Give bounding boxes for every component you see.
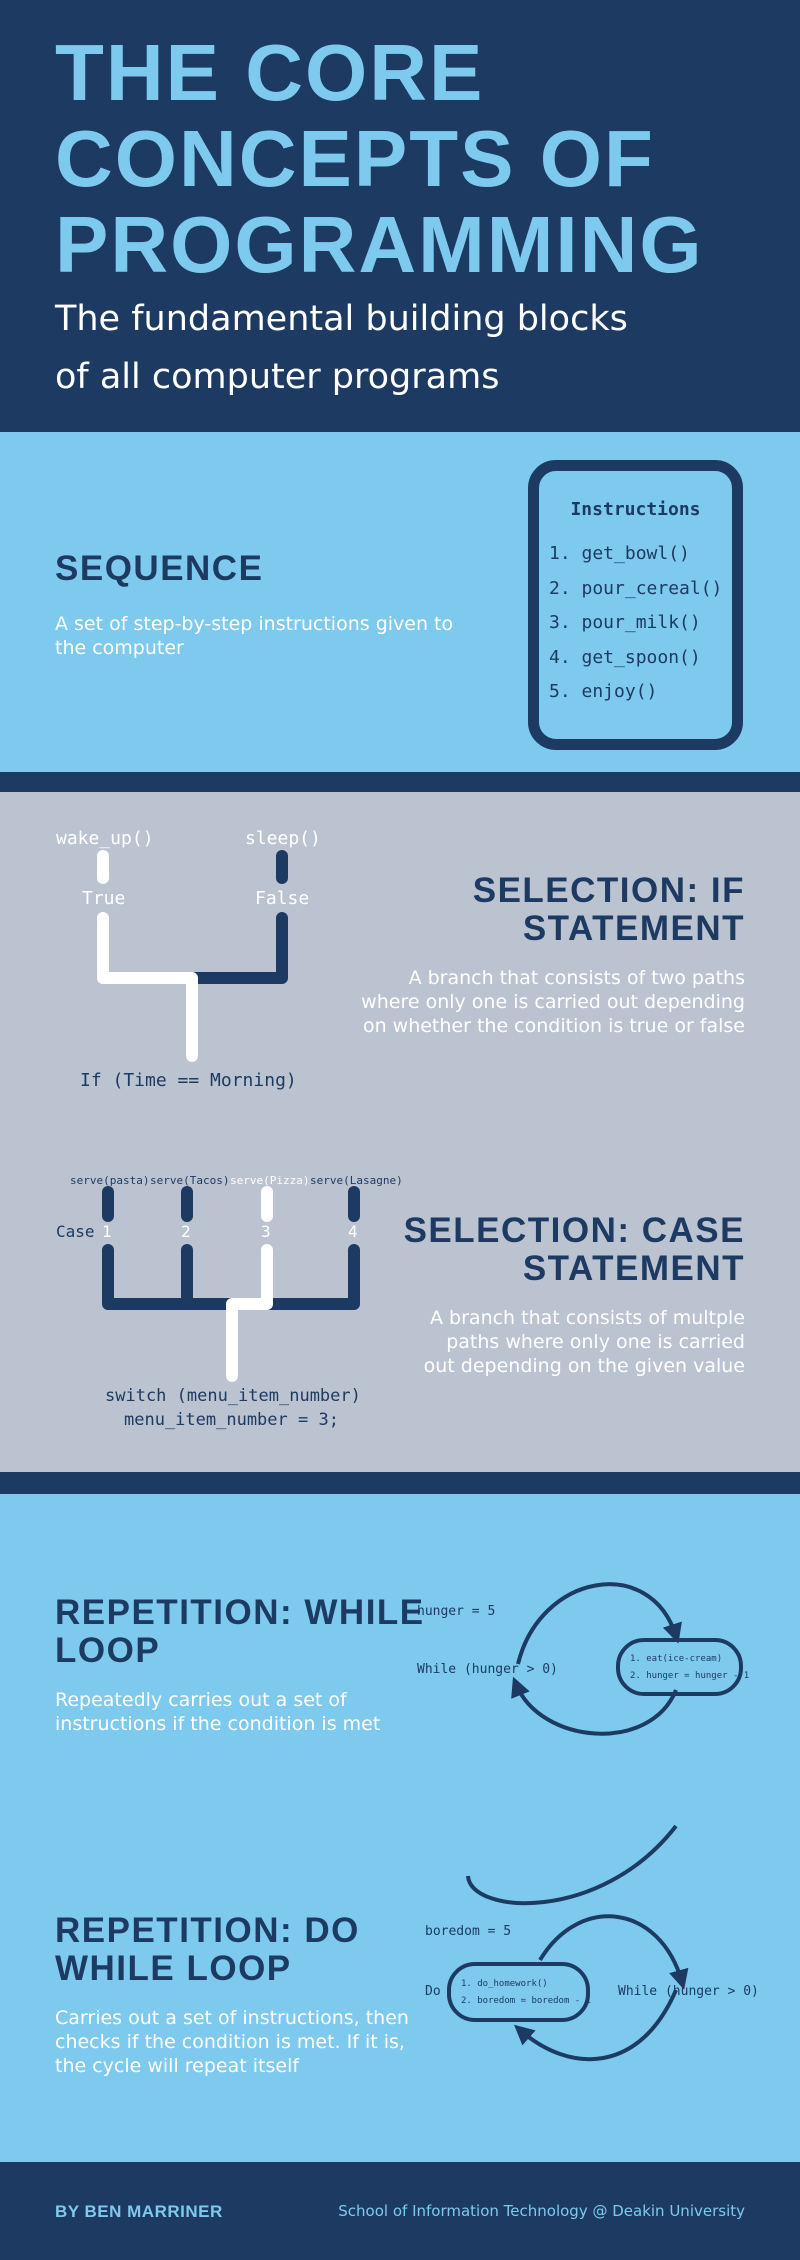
if-condition-label: If (Time == Morning) bbox=[80, 1070, 297, 1091]
dowhile-arrow-bottom bbox=[513, 1989, 678, 2062]
subtitle-line: The fundamental building blocks bbox=[55, 299, 628, 339]
main-title: THE CORE CONCEPTS OF PROGRAMMING bbox=[55, 30, 775, 288]
do-while-body-pill: 1. do_homework() 2. boredom = boredom - … bbox=[447, 1962, 592, 2022]
while-body-pill: 1. eat(ice-cream) 2. hunger = hunger - 1 bbox=[616, 1638, 749, 1696]
sequence-title: SEQUENCE bbox=[55, 549, 264, 588]
case-action-label: serve(Tacos) bbox=[150, 1174, 230, 1187]
pill-line: 2. boredom = boredom - 1 bbox=[461, 1996, 592, 2006]
instruction-item: 3. pour_milk() bbox=[549, 612, 701, 633]
instruction-item: 4. get_spoon() bbox=[549, 646, 701, 668]
while-loop-description: Repeatedly carries out a set of instruct… bbox=[55, 1689, 381, 1735]
case-action-label-selected: serve(Pizza) bbox=[230, 1174, 310, 1187]
true-label: True bbox=[82, 888, 126, 909]
false-label: False bbox=[255, 888, 310, 909]
false-action-label: sleep() bbox=[245, 828, 321, 849]
dowhile-arrow-top bbox=[538, 1914, 689, 1990]
case-number-selected: 3 bbox=[261, 1222, 271, 1241]
true-path bbox=[97, 912, 198, 1062]
case-action-label: serve(pasta) bbox=[70, 1174, 150, 1187]
instruction-item: 2. pour_cereal() bbox=[549, 577, 723, 599]
do-label: Do bbox=[425, 1984, 441, 1999]
case-bus bbox=[102, 1244, 360, 1310]
sequence-section: SEQUENCE A set of step-by-step instructi… bbox=[0, 432, 800, 772]
header-section: THE CORE CONCEPTS OF PROGRAMMING The fun… bbox=[0, 0, 800, 432]
selection-section: wake_up() sleep() True False If (Time ==… bbox=[0, 792, 800, 1472]
title-line: SELECTION: CASE bbox=[403, 1211, 745, 1250]
while-loop-title: REPETITION: WHILE LOOP bbox=[55, 1594, 425, 1670]
pill-line: 2. hunger = hunger - 1 bbox=[630, 1671, 750, 1681]
title-line: REPETITION: DO bbox=[55, 1911, 360, 1950]
case-action-label: serve(Lasagne) bbox=[310, 1174, 403, 1187]
author-credit: BY BEN MARRINER bbox=[55, 2202, 223, 2221]
case-number: 4 bbox=[348, 1222, 358, 1241]
case3-selected-path bbox=[226, 1244, 273, 1382]
instructions-box-title: Instructions bbox=[570, 499, 701, 520]
true-action-label: wake_up() bbox=[56, 828, 154, 849]
while-init-label: hunger = 5 bbox=[417, 1604, 496, 1619]
case-number: 1 bbox=[102, 1222, 112, 1241]
title-line: WHILE LOOP bbox=[55, 1949, 292, 1988]
pill-line: 1. eat(ice-cream) bbox=[630, 1654, 723, 1664]
main-title-line: PROGRAMMING bbox=[55, 200, 704, 289]
while-arrow-bottom bbox=[511, 1676, 678, 1736]
case-branch-diagram bbox=[102, 1186, 360, 1382]
title-line: REPETITION: WHILE bbox=[55, 1593, 425, 1632]
false-path bbox=[186, 912, 288, 984]
selection-if-title: SELECTION: IF STATEMENT bbox=[325, 872, 745, 948]
selection-case-title: SELECTION: CASE STATEMENT bbox=[325, 1212, 745, 1288]
repetition-section: REPETITION: WHILE LOOP Repeatedly carrie… bbox=[0, 1494, 800, 2162]
while-loop-diagram bbox=[466, 1582, 689, 2062]
switch-line: switch (menu_item_number) bbox=[105, 1386, 361, 1406]
do-while-condition-label: While (hunger > 0) bbox=[618, 1984, 759, 1999]
case-number: 2 bbox=[181, 1222, 191, 1241]
school-credit: School of Information Technology @ Deaki… bbox=[338, 2202, 745, 2220]
assign-line: menu_item_number = 3; bbox=[124, 1410, 339, 1430]
title-line: SELECTION: IF bbox=[472, 871, 745, 910]
instructions-box: Instructions 1. get_bowl() 2. pour_cerea… bbox=[528, 460, 743, 750]
while-arrow-top bbox=[516, 1582, 682, 1665]
do-while-init-label: boredom = 5 bbox=[425, 1924, 512, 1939]
main-title-line: CONCEPTS OF bbox=[55, 114, 655, 203]
do-while-loop-description: Carries out a set of instructions, then … bbox=[55, 2007, 409, 2077]
main-title-line: THE CORE bbox=[55, 28, 485, 117]
case-label: Case bbox=[56, 1222, 95, 1241]
if-branch-diagram bbox=[97, 850, 288, 1062]
divider-band bbox=[0, 1472, 800, 1494]
title-line: STATEMENT bbox=[522, 909, 745, 948]
footer: BY BEN MARRINER School of Information Te… bbox=[0, 2162, 800, 2260]
instruction-item: 5. enjoy() bbox=[549, 681, 658, 702]
title-line: STATEMENT bbox=[522, 1249, 745, 1288]
instruction-item: 1. get_bowl() bbox=[549, 543, 690, 564]
subtitle: The fundamental building blocks of all c… bbox=[55, 290, 695, 406]
pill-line: 1. do_homework() bbox=[461, 1979, 548, 1989]
selection-if-description: A branch that consists of two paths wher… bbox=[361, 967, 745, 1037]
do-while-loop-title: REPETITION: DO WHILE LOOP bbox=[55, 1912, 425, 1988]
instructions-list: 1. get_bowl() 2. pour_cereal() 3. pour_m… bbox=[549, 537, 722, 710]
selection-case-description: A branch that consists of multple paths … bbox=[423, 1307, 745, 1377]
title-line: LOOP bbox=[55, 1631, 161, 1670]
dowhile-arrow-lower bbox=[466, 1824, 678, 1906]
subtitle-line: of all computer programs bbox=[55, 357, 500, 397]
divider-band bbox=[0, 772, 800, 792]
while-condition-label: While (hunger > 0) bbox=[417, 1662, 558, 1677]
sequence-description: A set of step-by-step instructions given… bbox=[55, 613, 454, 659]
